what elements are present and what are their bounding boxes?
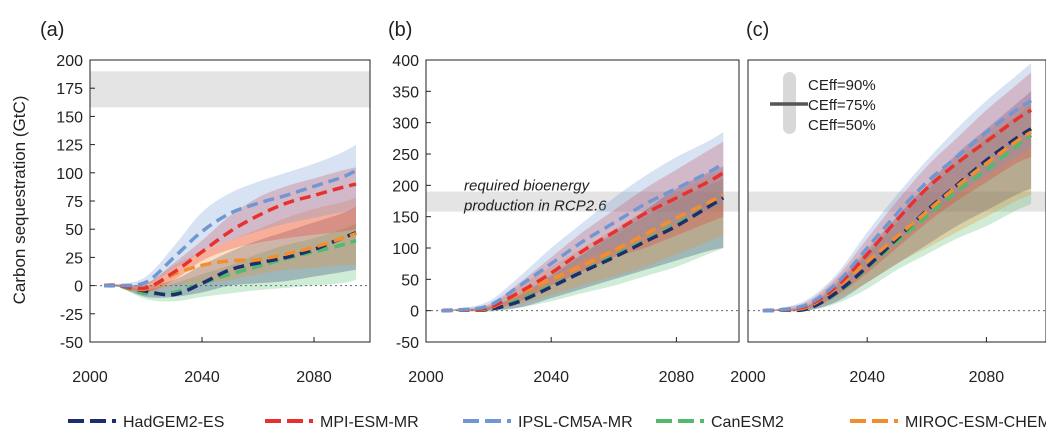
series-line-mpi-esm-mr (103, 182, 357, 291)
chart-legend: HadGEM2-ES MPI-ESM-MR IPSL-CM5A-MR CanESM2 M… (68, 414, 1046, 430)
bioenergy-band (90, 71, 370, 108)
series-line-miroc-esm-chem (103, 232, 357, 292)
y-tick-label: 100 (392, 241, 419, 258)
legend-label: IPSL-CM5A-MR (518, 414, 633, 430)
band-annotation: required bioenergy (464, 177, 591, 194)
panel-b: required bioenergy production in RCP2.6 -5… (388, 19, 740, 386)
y-tick-label: 400 (392, 53, 419, 70)
series-line-ipsl-cm5a-mr (441, 161, 725, 313)
legend-label: MIROC-ESM-CHEM (905, 414, 1046, 430)
y-tick-label: 300 (392, 116, 419, 133)
legend-item: MPI-ESM-MR (265, 414, 419, 430)
legend-label: HadGEM2-ES (123, 414, 224, 430)
series-line-canesm2 (103, 238, 357, 296)
x-tick-label: 2040 (184, 369, 220, 386)
series-line-ipsl-cm5a-mr (762, 99, 1033, 313)
y-tick-label: 350 (392, 84, 419, 101)
y-tick-label: 250 (392, 147, 419, 164)
panel-a: -50 -25 0 25 50 75 100 125 150 175 200 2000 2040 2080… (40, 19, 371, 386)
series-line-ipsl-cm5a-mr (103, 168, 357, 288)
y-tick-label: 125 (56, 138, 83, 155)
y-tick-label: 75 (65, 194, 83, 211)
y-tick-label: 150 (392, 210, 419, 227)
x-tick-label: 2080 (969, 369, 1005, 386)
range-band-hadgem2-es (762, 91, 1032, 312)
plot-area (90, 71, 370, 302)
range-band-canesm2 (441, 179, 724, 313)
band-annotation: production in RCP2.6 (463, 197, 607, 214)
ceff-legend-label: CEff=90% (808, 77, 876, 94)
ceff-legend: CEff=90% CEff=75% CEff=50% (770, 72, 876, 134)
legend-item: IPSL-CM5A-MR (463, 414, 633, 430)
panel-frame (425, 59, 740, 343)
panel-label: (c) (746, 19, 769, 41)
y-axis-label: Carbon sequestration (GtC) (10, 96, 29, 305)
x-tick-label: 2000 (730, 369, 766, 386)
range-band-mpi-esm-mr (762, 72, 1032, 311)
y-tick-label: 100 (56, 166, 83, 183)
range-band-miroc-esm-chem (441, 169, 724, 312)
panel-c: 2000 2040 2080 (c) CEff=90% CEff=75% CEff=50% (730, 19, 1046, 386)
legend-label: CanESM2 (711, 414, 784, 430)
bioenergy-band (748, 191, 1046, 212)
x-tick-label: 2040 (533, 369, 569, 386)
plot-area: required bioenergy production in RCP2.6 (426, 132, 739, 313)
range-band-hadgem2-es (104, 206, 356, 298)
x-tick-label: 2000 (72, 369, 108, 386)
y-tick-label: 200 (392, 178, 419, 195)
y-tick-label: 0 (74, 279, 83, 296)
range-band-mpi-esm-mr (441, 141, 724, 311)
legend-item: MIROC-ESM-CHEM (850, 414, 1046, 430)
range-band-miroc-esm-chem (104, 197, 356, 293)
legend-item: CanESM2 (656, 414, 784, 430)
x-tick-label: 2040 (849, 369, 885, 386)
x-tick-label: 2080 (659, 369, 695, 386)
legend-label: MPI-ESM-MR (320, 414, 419, 430)
panel-label: (b) (388, 19, 412, 41)
y-tick-label: 50 (65, 222, 83, 239)
ceff-legend-label: CEff=50% (808, 117, 876, 134)
panel-frame (747, 59, 1046, 343)
y-tick-label: -25 (60, 307, 83, 324)
range-band-canesm2 (762, 103, 1032, 312)
plot-area (748, 63, 1046, 313)
y-tick-label: 25 (65, 250, 83, 267)
y-tick-label: 50 (401, 272, 419, 289)
range-band-ipsl-cm5a-mr (441, 132, 724, 311)
range-band-ipsl-cm5a-mr (104, 144, 356, 288)
y-tick-label: 200 (56, 53, 83, 70)
y-tick-label: -50 (396, 335, 419, 352)
y-tick-label: 150 (56, 109, 83, 126)
legend-item: HadGEM2-ES (68, 414, 224, 430)
x-tick-label: 2080 (296, 369, 332, 386)
range-band-canesm2 (104, 223, 356, 302)
y-tick-label: 0 (410, 304, 419, 321)
y-tick-label: -50 (60, 335, 83, 352)
x-tick-label: 2000 (408, 369, 444, 386)
range-band-ipsl-cm5a-mr (762, 63, 1032, 311)
y-tick-label: 175 (56, 81, 83, 98)
panel-label: (a) (40, 19, 64, 41)
ceff-legend-label: CEff=75% (808, 97, 876, 114)
